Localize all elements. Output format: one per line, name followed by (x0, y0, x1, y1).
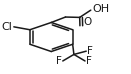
Text: OH: OH (92, 4, 109, 14)
Text: F: F (86, 56, 92, 66)
Text: F: F (56, 56, 62, 66)
Text: Cl: Cl (2, 22, 13, 32)
Text: O: O (83, 17, 91, 27)
Text: F: F (87, 46, 93, 56)
